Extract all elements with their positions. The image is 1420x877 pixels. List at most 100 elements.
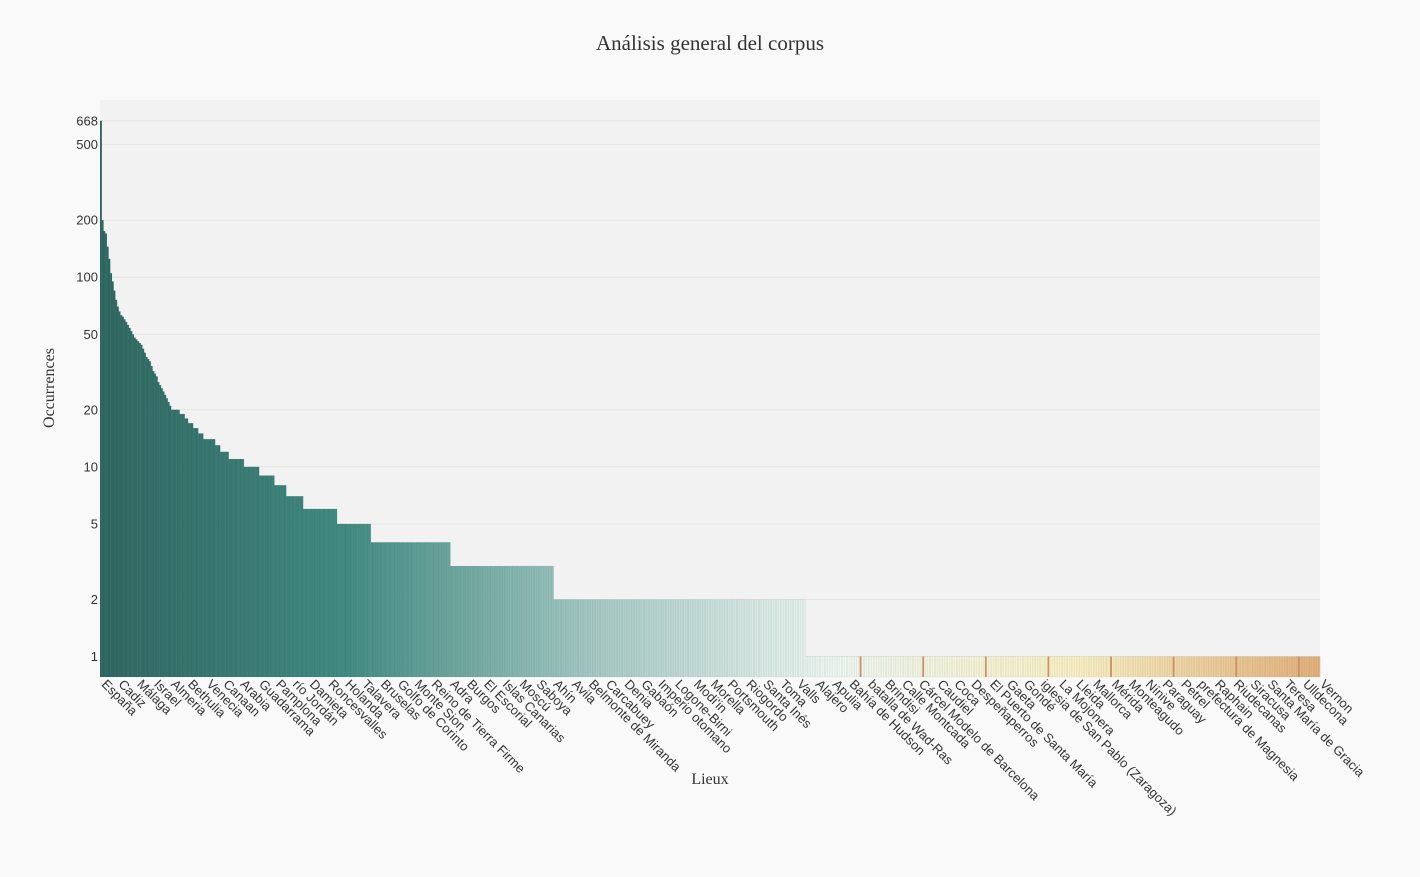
bar [116, 306, 119, 678]
bar [148, 361, 152, 678]
bar [1040, 656, 1043, 678]
bar [910, 656, 913, 678]
bar [287, 496, 290, 678]
bar [786, 599, 789, 678]
bar [1309, 656, 1312, 678]
bar [1015, 656, 1018, 678]
bar [817, 656, 820, 678]
bar [697, 599, 700, 678]
bar [1172, 656, 1175, 678]
bar [198, 433, 201, 678]
bar [939, 656, 942, 678]
y-tick-label: 1 [91, 649, 98, 664]
bar [1270, 656, 1273, 678]
bar [472, 565, 475, 678]
bar [1001, 656, 1004, 678]
bar [570, 599, 573, 678]
bar [890, 656, 893, 678]
bar [125, 321, 128, 678]
bar [291, 496, 294, 678]
bar [852, 656, 855, 678]
bar [678, 599, 681, 678]
bar [284, 485, 287, 678]
bar [661, 599, 664, 678]
bar [930, 656, 933, 678]
bar [311, 508, 314, 678]
bar [1194, 656, 1197, 678]
bar [605, 599, 608, 678]
bar [1181, 656, 1184, 678]
bar [568, 599, 571, 678]
bar [456, 565, 459, 678]
bar [257, 466, 260, 678]
bar [1030, 656, 1033, 678]
bar [1306, 656, 1309, 678]
bar [233, 458, 236, 678]
bar [490, 565, 493, 678]
bar [632, 599, 635, 678]
bar [555, 599, 558, 678]
bar [1255, 656, 1258, 678]
bar [194, 428, 197, 678]
bar [927, 656, 930, 678]
bar [1079, 656, 1082, 678]
bar [123, 319, 126, 678]
bar [1203, 656, 1206, 678]
chart-title: Análisis general del corpus [596, 31, 824, 55]
bar [524, 565, 527, 678]
bar [1130, 656, 1133, 678]
bar [1018, 656, 1021, 678]
bar [969, 656, 972, 678]
bar [972, 656, 976, 678]
bar [1216, 656, 1219, 678]
bar [1054, 656, 1057, 678]
bar [952, 656, 955, 678]
bar [1038, 656, 1042, 678]
bar [773, 599, 776, 678]
bar [1072, 656, 1075, 678]
bar [556, 599, 559, 678]
bar [1252, 656, 1255, 678]
bar [399, 542, 402, 678]
bar [1081, 656, 1084, 678]
bar [274, 485, 277, 678]
bar [1013, 656, 1016, 678]
bar [177, 409, 180, 678]
bar [1016, 656, 1020, 678]
bar [854, 656, 857, 678]
bar [989, 656, 993, 678]
bar [658, 599, 661, 678]
bar [526, 565, 529, 678]
bar [1253, 656, 1256, 678]
bar [800, 599, 803, 678]
bar [370, 542, 373, 678]
bar [176, 409, 179, 678]
bar [211, 439, 214, 678]
bar [172, 409, 175, 678]
bar [475, 565, 478, 678]
bar [204, 439, 207, 678]
bar [1220, 656, 1223, 678]
bar [714, 599, 717, 678]
bar [1211, 656, 1214, 678]
bar [1292, 656, 1295, 678]
bar [522, 565, 525, 678]
bar [286, 496, 289, 678]
bar [1191, 656, 1194, 678]
bar [1189, 656, 1192, 678]
bar [893, 656, 896, 678]
bar [1221, 656, 1224, 678]
bar [1247, 656, 1250, 678]
bar [213, 439, 216, 678]
bar [455, 565, 458, 678]
bar [1218, 656, 1221, 678]
bar [328, 508, 331, 678]
bar [675, 599, 678, 678]
bar [654, 599, 657, 678]
bar [1113, 656, 1116, 678]
bar [170, 409, 174, 678]
bar [1000, 656, 1003, 678]
bar [238, 458, 241, 678]
bar [538, 565, 541, 678]
bar [839, 656, 842, 678]
